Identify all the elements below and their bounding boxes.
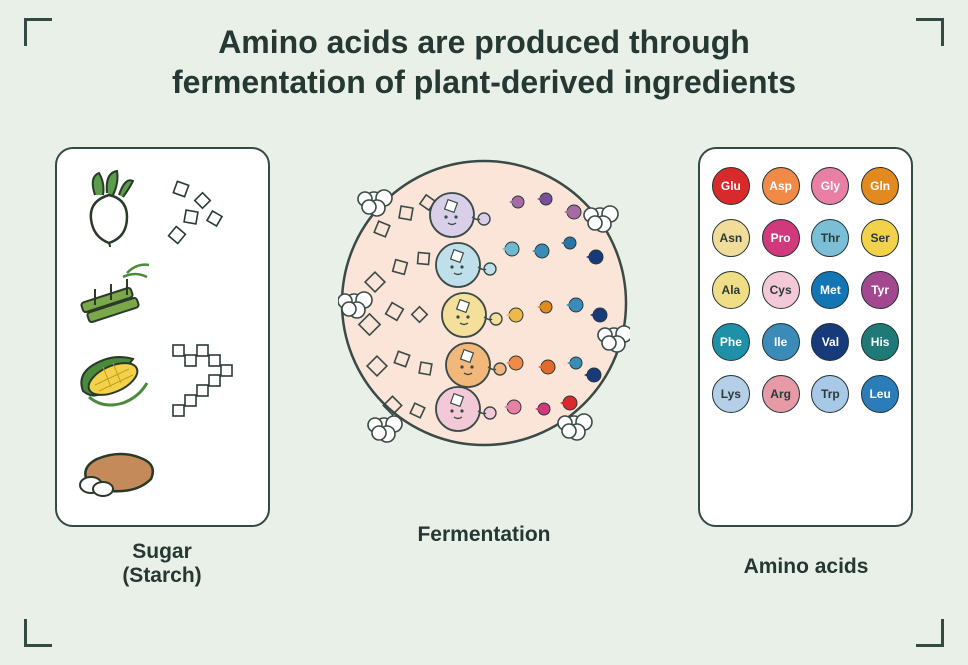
amino-caption: Amino acids (696, 555, 916, 579)
fermentation-caption: Fermentation (374, 523, 594, 547)
sugar-caption: Sugar (Starch) (52, 540, 272, 588)
amino-gly: Gly (811, 167, 849, 205)
amino-lys: Lys (712, 375, 750, 413)
amino-trp: Trp (811, 375, 849, 413)
frame-corner-br (916, 619, 944, 647)
amino-ile: Ile (762, 323, 800, 361)
amino-gln: Gln (861, 167, 899, 205)
frame-corner-tr (916, 18, 944, 46)
amino-his: His (861, 323, 899, 361)
amino-leu: Leu (861, 375, 899, 413)
amino-met: Met (811, 271, 849, 309)
amino-ser: Ser (861, 219, 899, 257)
amino-asn: Asn (712, 219, 750, 257)
fermentation-diagram (338, 157, 630, 449)
amino-tyr: Tyr (861, 271, 899, 309)
amino-arg: Arg (762, 375, 800, 413)
amino-phe: Phe (712, 323, 750, 361)
amino-panel: Glu Asp Gly Gln Asn Pro Thr Ser Ala Cys Met Tyr Phe I… (698, 147, 913, 527)
title-line2: fermentation of plant-derived ingredient… (0, 62, 968, 102)
page-title: Amino acids are produced through ferment… (0, 0, 968, 102)
amino-thr: Thr (811, 219, 849, 257)
sugar-caption-line2: (Starch) (122, 564, 201, 587)
title-line1: Amino acids are produced through (0, 22, 968, 62)
frame-corner-tl (24, 18, 52, 46)
sugar-crystals-icon (57, 149, 272, 529)
amino-val: Val (811, 323, 849, 361)
amino-glu: Glu (712, 167, 750, 205)
amino-grid: Glu Asp Gly Gln Asn Pro Thr Ser Ala Cys Met Tyr Phe I… (710, 167, 901, 413)
amino-cys: Cys (762, 271, 800, 309)
amino-ala: Ala (712, 271, 750, 309)
amino-asp: Asp (762, 167, 800, 205)
amino-pro: Pro (762, 219, 800, 257)
frame-corner-bl (24, 619, 52, 647)
sugar-panel (55, 147, 270, 527)
sugar-caption-line1: Sugar (132, 540, 192, 563)
diagram-stage: Sugar (Starch) Fermentation Glu Asp Gly Gln… (0, 135, 968, 595)
